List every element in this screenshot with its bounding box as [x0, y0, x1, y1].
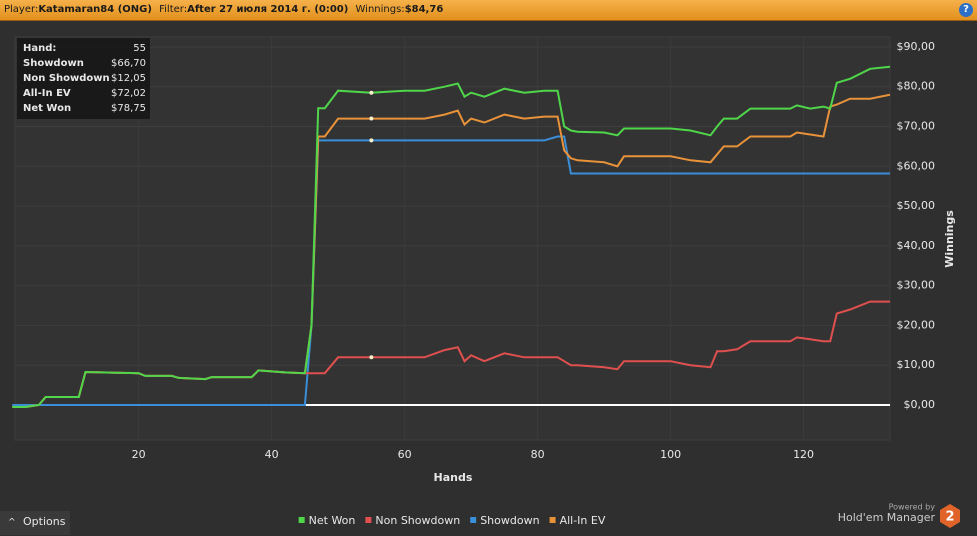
winnings-label: Winnings:	[355, 4, 405, 15]
hover-marker	[369, 138, 374, 143]
x-tick-label: 100	[660, 448, 681, 461]
brand: Hold'em Manager	[838, 511, 936, 524]
y-tick-label: $80,00	[897, 80, 936, 93]
legend-swatch	[470, 517, 477, 523]
y-tick-label: $60,00	[897, 159, 936, 172]
tooltip-label: All-In EV	[23, 88, 71, 99]
legend-label: Showdown	[480, 514, 539, 527]
lines	[12, 65, 891, 408]
y-tick-label: $30,00	[897, 279, 936, 292]
x-tick-label: 80	[531, 448, 545, 461]
legend: Net Won Non Showdown Showdown All-In EV	[298, 514, 606, 527]
y-tick-label: $40,00	[897, 239, 936, 252]
series-line	[12, 135, 890, 406]
winnings-value: $84,76	[404, 4, 444, 15]
y-axis-title: Winnings	[943, 210, 956, 268]
player-label: Player:	[4, 4, 39, 15]
powered-by: Powered by	[889, 503, 936, 512]
legend-swatch	[365, 517, 372, 523]
hover-marker	[369, 90, 374, 95]
tooltip-value: $78,75	[111, 103, 146, 114]
legend-swatch	[549, 517, 556, 523]
tooltip-value: 55	[133, 43, 146, 54]
hover-marker	[369, 116, 374, 121]
tooltip-label: Hand:	[23, 43, 56, 54]
tooltip-box	[17, 38, 150, 119]
options-label: Options	[23, 515, 66, 528]
plot-area	[14, 36, 891, 441]
header-bar: Player:Katamaran84 (ONG) Filter:After 27…	[0, 0, 977, 21]
x-tick-label: 60	[398, 448, 412, 461]
player-value: Katamaran84 (ONG)	[38, 4, 152, 15]
options-arrow: ^	[8, 518, 16, 528]
tooltip-value: $66,70	[111, 58, 146, 69]
y-tick-label: $20,00	[897, 318, 936, 331]
tooltip-label: Non Showdown	[23, 73, 110, 84]
y-tick-label: $70,00	[897, 120, 936, 133]
legend-item: Net Won	[298, 514, 356, 527]
tooltip-value: $12,05	[111, 73, 146, 84]
y-tick-label: $10,00	[897, 358, 936, 371]
tooltip-label: Net Won	[23, 103, 71, 114]
legend-label: All-In EV	[560, 514, 606, 527]
x-tick-label: 120	[793, 448, 814, 461]
series-line	[12, 65, 891, 408]
tooltip-label: Showdown	[23, 58, 84, 69]
legend-label: Net Won	[309, 514, 356, 527]
y-tick-label: $50,00	[897, 199, 936, 212]
tooltip-value: $72,02	[111, 88, 146, 99]
x-tick-label: 40	[265, 448, 279, 461]
y-tick-label: $0,00	[904, 398, 936, 411]
help-button[interactable]: ?	[959, 3, 973, 17]
hover-marker	[369, 355, 374, 360]
filter-label: Filter:	[159, 4, 188, 15]
legend-label: Non Showdown	[375, 514, 460, 527]
x-tick-label: 20	[132, 448, 146, 461]
options-button[interactable]	[0, 511, 70, 535]
legend-item: All-In EV	[549, 514, 606, 527]
legend-item: Non Showdown	[365, 514, 460, 527]
legend-item: Showdown	[470, 514, 540, 527]
x-axis-title: Hands	[434, 471, 473, 484]
filter-value: After 27 июля 2014 г. (0:00)	[187, 4, 349, 15]
y-tick-label: $90,00	[897, 40, 936, 53]
brand-logo	[940, 504, 960, 528]
brand-logo-text: 2	[945, 510, 954, 525]
legend-swatch	[298, 517, 305, 523]
